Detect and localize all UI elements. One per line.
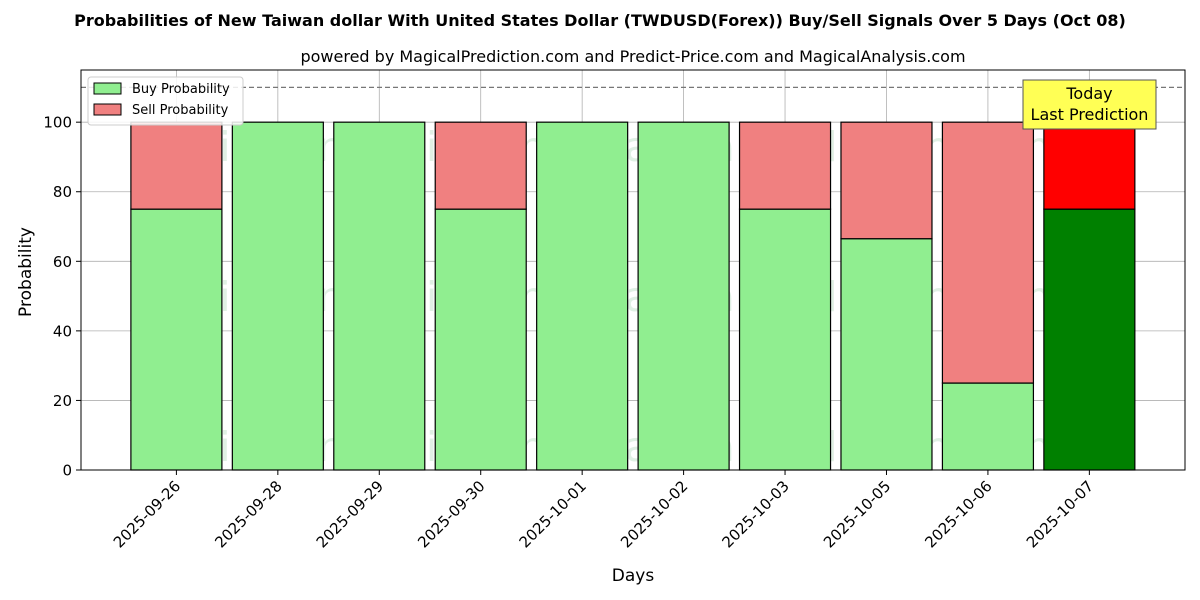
chart-title: Probabilities of New Taiwan dollar With … <box>74 11 1126 30</box>
bar-buy <box>333 121 426 471</box>
x-tick-label: 2025-10-07 <box>1023 477 1097 551</box>
x-tick-label: 2025-10-01 <box>516 477 590 551</box>
y-tick-label: 100 <box>43 114 72 132</box>
legend-box <box>87 76 244 126</box>
today-annotation: Today Last Prediction <box>1022 79 1157 130</box>
bar-sell <box>130 121 223 210</box>
annotation-text: Today <box>1065 84 1112 103</box>
bar-sell <box>434 121 527 210</box>
y-tick-label: 60 <box>53 253 72 271</box>
x-tick-label: 2025-09-30 <box>414 477 488 551</box>
bar-buy <box>738 208 832 471</box>
bar-sell <box>738 121 832 210</box>
y-axis-ticks: 0 20 40 60 80 100 <box>43 114 81 480</box>
bar-buy <box>130 208 223 471</box>
bars <box>130 121 1136 471</box>
bar-buy <box>231 121 324 471</box>
x-tick-label: 2025-10-06 <box>921 477 995 551</box>
legend-label: Buy Probability <box>132 82 230 97</box>
x-axis-ticks: 2025-09-26 2025-09-28 2025-09-29 2025-09-30… <box>110 470 1097 551</box>
bar-sell <box>1043 121 1136 210</box>
legend: Buy Probability Sell Probability <box>87 76 244 126</box>
chart-subtitle: powered by MagicalPrediction.com and Pre… <box>300 47 965 66</box>
bar-buy <box>941 382 1035 471</box>
x-tick-label: 2025-10-05 <box>820 477 894 551</box>
bar-buy <box>434 208 527 471</box>
x-tick-label: 2025-09-26 <box>110 477 184 551</box>
legend-label: Sell Probability <box>132 103 229 118</box>
plot-frame <box>80 69 1186 471</box>
y-tick-label: 40 <box>53 322 72 340</box>
bar-buy <box>840 238 933 471</box>
y-tick-label: 20 <box>53 392 72 410</box>
y-tick-label: 80 <box>53 183 72 201</box>
bar-buy <box>637 121 730 471</box>
y-tick-label: 0 <box>62 462 72 480</box>
bar-sell <box>941 121 1035 384</box>
x-tick-label: 2025-09-29 <box>313 477 387 551</box>
annotation-box <box>1022 79 1157 130</box>
x-tick-label: 2025-10-03 <box>718 477 792 551</box>
legend-swatch <box>93 103 122 116</box>
annotation-text: Last Prediction <box>1031 105 1149 124</box>
x-tick-label: 2025-10-02 <box>617 477 691 551</box>
y-axis-label: Probability <box>16 227 36 317</box>
bar-buy <box>536 121 629 471</box>
bar-sell <box>840 121 933 240</box>
x-tick-label: 2025-09-28 <box>211 477 285 551</box>
legend-swatch <box>93 82 122 95</box>
x-axis-label: Days <box>612 566 655 586</box>
bar-buy <box>1043 208 1136 471</box>
